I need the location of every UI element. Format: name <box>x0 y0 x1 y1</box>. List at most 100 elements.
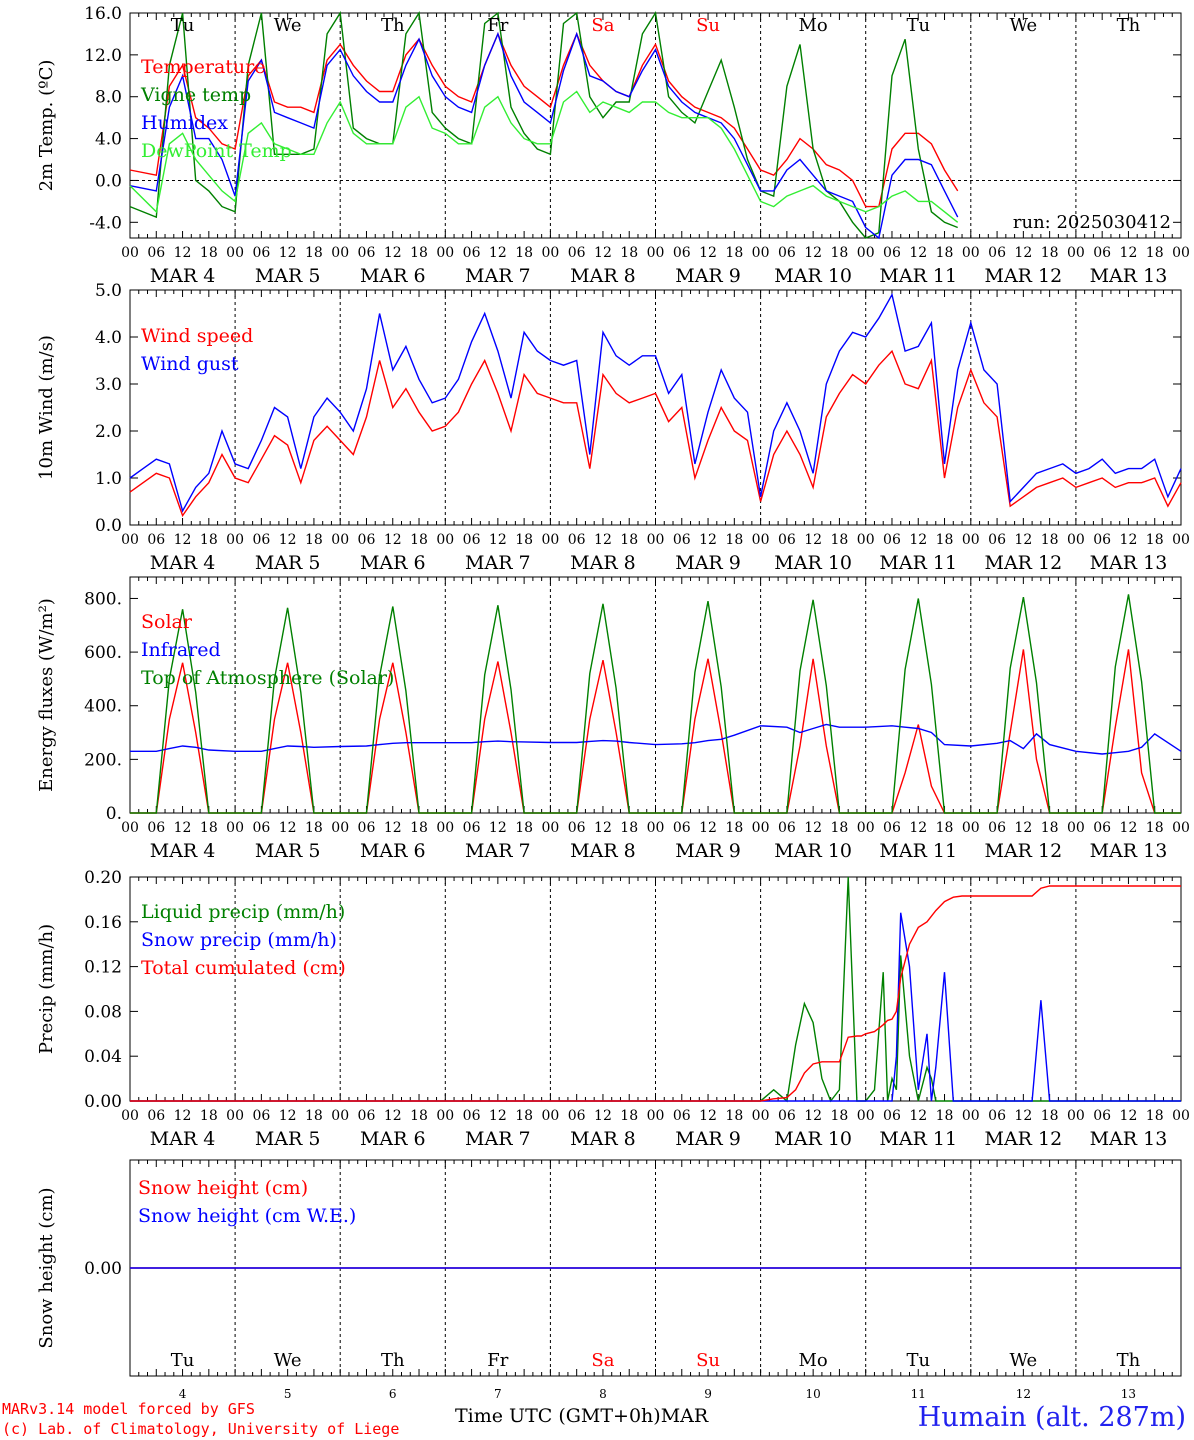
weekday-label: Tu <box>906 1350 930 1371</box>
date-label: MAR 12 <box>984 840 1062 862</box>
weekday-label: Su <box>696 1350 720 1371</box>
hour-label: 00 <box>962 820 980 836</box>
series-line <box>130 885 1181 1102</box>
hour-label: 18 <box>831 245 849 261</box>
hour-label: 12 <box>279 532 297 548</box>
hour-label: 00 <box>436 820 454 836</box>
y-tick-label: 4.0 <box>95 328 122 348</box>
weekday-label: Sa <box>591 1350 614 1371</box>
hour-label: 12 <box>279 1108 297 1124</box>
hour-label: 06 <box>1093 532 1111 548</box>
date-label: MAR 5 <box>255 265 321 287</box>
hour-label: 00 <box>226 1108 244 1124</box>
hour-label: 06 <box>883 532 901 548</box>
hour-label: 00 <box>752 245 770 261</box>
hour-label: 00 <box>1067 1108 1085 1124</box>
hour-label: 18 <box>410 245 428 261</box>
y-tick-label: 4.0 <box>95 130 122 150</box>
day-number-label: 4 <box>179 1387 187 1401</box>
hour-label: 18 <box>1146 1108 1164 1124</box>
hour-label: 12 <box>174 1108 192 1124</box>
legend-entry: Top of Atmosphere (Solar) <box>141 667 394 689</box>
weekday-label: Tu <box>171 1350 195 1371</box>
y-tick-label: 0. <box>106 804 122 824</box>
hour-label: 12 <box>384 245 402 261</box>
date-label: MAR 6 <box>360 265 426 287</box>
date-label: MAR 8 <box>570 1128 636 1150</box>
date-label: MAR 4 <box>150 552 216 574</box>
date-label: MAR 7 <box>465 840 531 862</box>
y-tick-label: 0.16 <box>84 913 122 933</box>
hour-label: 18 <box>725 820 743 836</box>
hour-label: 00 <box>331 532 349 548</box>
weekday-label: Su <box>696 15 720 36</box>
time-axis-label: Time UTC (GMT+0h)MAR <box>455 1405 709 1427</box>
y-axis-label: 10m Wind (m/s) <box>36 335 57 480</box>
hour-label: 00 <box>752 1108 770 1124</box>
hour-label: 00 <box>541 245 559 261</box>
weekday-label: We <box>1010 1350 1038 1371</box>
hour-label: 00 <box>226 820 244 836</box>
hour-label: 12 <box>489 532 507 548</box>
hour-label: 12 <box>1120 245 1138 261</box>
hour-label: 12 <box>699 532 717 548</box>
hour-label: 00 <box>1172 1108 1190 1124</box>
hour-label: 06 <box>778 820 796 836</box>
hour-label: 18 <box>305 245 323 261</box>
hour-label: 06 <box>1093 245 1111 261</box>
date-label: MAR 12 <box>984 552 1062 574</box>
hour-label: 12 <box>1014 820 1032 836</box>
hour-label: 12 <box>489 820 507 836</box>
hour-label: 18 <box>620 245 638 261</box>
hour-label: 12 <box>909 820 927 836</box>
day-number-label: 8 <box>599 1387 607 1401</box>
day-number-label: 9 <box>704 1387 712 1401</box>
hour-label: 18 <box>1146 820 1164 836</box>
hour-label: 18 <box>1146 245 1164 261</box>
hour-label: 18 <box>200 1108 218 1124</box>
date-label: MAR 8 <box>570 552 636 574</box>
date-label: MAR 8 <box>570 840 636 862</box>
hour-label: 18 <box>1041 820 1059 836</box>
hour-label: 18 <box>1146 532 1164 548</box>
hour-label: 00 <box>1172 820 1190 836</box>
weekday-label: Sa <box>591 15 614 36</box>
hour-label: 06 <box>883 1108 901 1124</box>
y-axis-label: Snow height (cm) <box>36 1187 57 1348</box>
hour-label: 06 <box>147 532 165 548</box>
hour-label: 06 <box>988 820 1006 836</box>
hour-label: 18 <box>200 245 218 261</box>
hour-label: 18 <box>515 532 533 548</box>
hour-label: 00 <box>1172 532 1190 548</box>
hour-label: 00 <box>331 1108 349 1124</box>
hour-label: 12 <box>279 820 297 836</box>
y-tick-label: 1.0 <box>95 469 122 489</box>
hour-label: 18 <box>831 532 849 548</box>
hour-label: 00 <box>436 1108 454 1124</box>
legend-entry: Wind gust <box>141 353 239 375</box>
hour-label: 12 <box>909 1108 927 1124</box>
hour-label: 18 <box>620 1108 638 1124</box>
hour-label: 12 <box>384 820 402 836</box>
hour-label: 06 <box>883 245 901 261</box>
hour-label: 00 <box>752 820 770 836</box>
date-label: MAR 9 <box>675 265 741 287</box>
hour-label: 00 <box>857 1108 875 1124</box>
series-line <box>130 723 1182 755</box>
hour-label: 06 <box>673 532 691 548</box>
hour-label: 06 <box>778 532 796 548</box>
weekday-label: Tu <box>906 15 930 36</box>
weekday-label: Th <box>1117 15 1141 36</box>
hour-label: 00 <box>962 532 980 548</box>
weekday-label: Mo <box>799 1350 828 1371</box>
hour-label: 00 <box>331 245 349 261</box>
hour-label: 18 <box>305 532 323 548</box>
hour-label: 06 <box>147 1108 165 1124</box>
hour-label: 12 <box>804 1108 822 1124</box>
hour-label: 06 <box>463 245 481 261</box>
hour-label: 00 <box>752 532 770 548</box>
hour-label: 12 <box>1014 532 1032 548</box>
hour-label: 18 <box>410 532 428 548</box>
hour-label: 06 <box>358 820 376 836</box>
weekday-label: Th <box>1117 1350 1141 1371</box>
